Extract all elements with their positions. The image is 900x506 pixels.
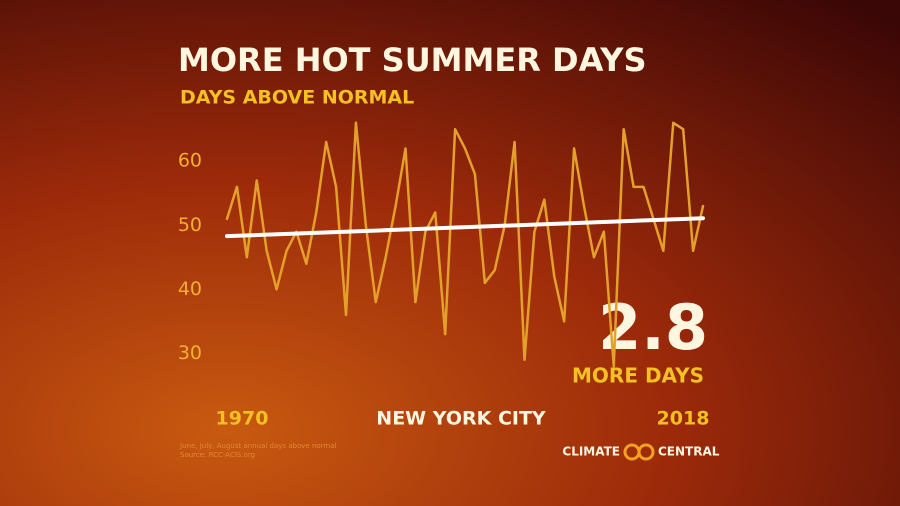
x-tick-label: 2018 [657, 408, 710, 430]
trend-line [225, 216, 705, 239]
y-tick-label: 50 [178, 214, 202, 236]
chart-subtitle: DAYS ABOVE NORMAL [180, 87, 414, 109]
x-tick-label: 1970 [216, 408, 269, 430]
y-tick-label: 40 [178, 278, 202, 300]
footnote: Source: RCC-ACIS.org [180, 451, 255, 459]
footnote: June, July, August annual days above nor… [179, 442, 337, 450]
logo-text: CENTRAL [658, 445, 720, 459]
logo-text: CLIMATE [562, 445, 620, 459]
annotation-text: MORE DAYS [572, 364, 704, 388]
location-label: NEW YORK CITY [376, 408, 546, 430]
data-line [225, 121, 705, 368]
y-tick-label: 60 [178, 150, 202, 172]
y-tick-label: 30 [178, 342, 202, 364]
chart-title: MORE HOT SUMMER DAYS [178, 41, 646, 79]
logo-icon [623, 443, 655, 461]
